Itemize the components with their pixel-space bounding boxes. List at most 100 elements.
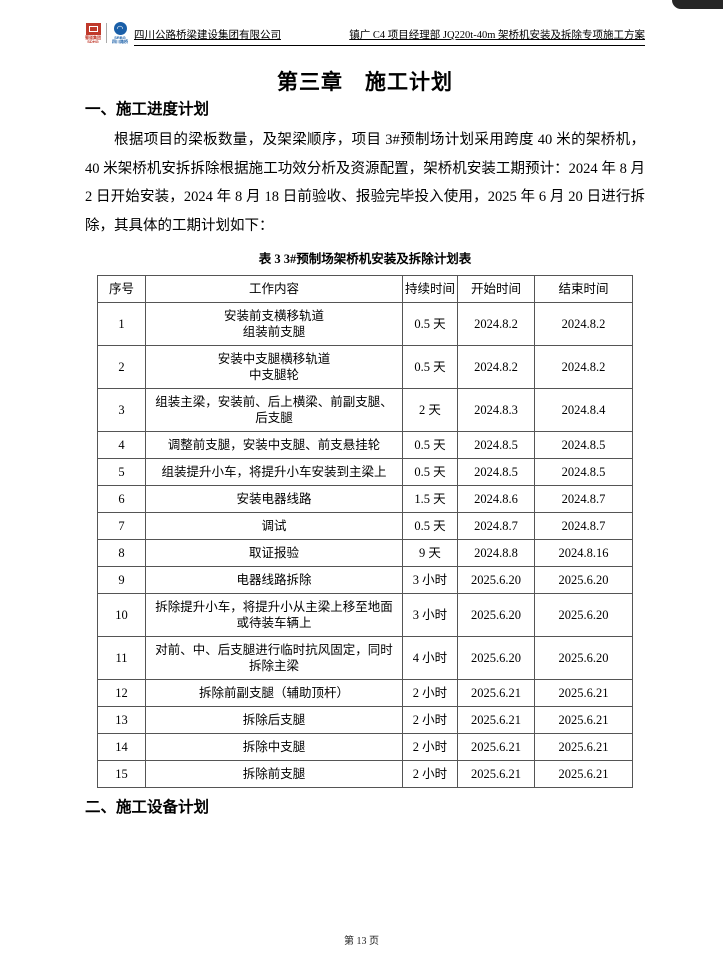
table-row: 8 取证报验 9 天 2024.8.8 2024.8.16 [97,539,633,567]
header-logos: 蜀道集团 SDHG ◠ SRBG 四川路桥 [85,22,128,46]
table-cell: 4 [97,431,146,459]
company-name: 四川公路桥梁建设集团有限公司 [134,30,281,41]
table-cell: 0.5 天 [402,302,458,346]
page-footer: 第 13 页 [0,932,723,947]
table-cell: 11 [97,636,146,680]
table-cell: 2 [97,345,146,389]
table-cell: 2 小时 [402,760,458,788]
table-cell: 2025.6.20 [534,593,633,637]
table-cell: 组装主梁，安装前、后上横梁、前副支腿、 后支腿 [145,388,403,432]
table-cell: 8 [97,539,146,567]
table-cell: 2024.8.16 [534,539,633,567]
table-cell: 2 小时 [402,733,458,761]
table-cell: 2025.6.21 [457,760,535,788]
table-cell: 2025.6.20 [457,593,535,637]
table-cell: 2024.8.6 [457,485,535,513]
table-cell: 安装电器线路 [145,485,403,513]
intro-paragraph: 根据项目的梁板数量，及架梁顺序，项目 3#预制场计划采用跨度 40 米的架桥机，… [85,132,645,234]
table-cell: 拆除前副支腿（辅助顶杆） [145,679,403,707]
table-cell: 2 小时 [402,679,458,707]
table-cell: 1 [97,302,146,346]
table-cell: 2025.6.21 [457,679,535,707]
table-cell: 拆除后支腿 [145,706,403,734]
table-cell: 2024.8.8 [457,539,535,567]
table-row: 2 安装中支腿横移轨道 中支腿轮 0.5 天 2024.8.2 2024.8.2 [97,345,633,389]
table-cell: 2025.6.21 [534,760,633,788]
table-cell: 0.5 天 [402,512,458,540]
table-cell: 2025.6.20 [457,636,535,680]
table-cell: 2024.8.7 [534,485,633,513]
table-cell: 2024.8.5 [457,458,535,486]
shudao-group-logo: 蜀道集团 SDHG [85,22,101,44]
table-cell: 15 [97,760,146,788]
table-row: 14 拆除中支腿 2 小时 2025.6.21 2025.6.21 [97,733,633,761]
table-cell: 2024.8.3 [457,388,535,432]
table-cell: 安装中支腿横移轨道 中支腿轮 [145,345,403,389]
table-row: 5 组装提升小车，将提升小车安装到主梁上 0.5 天 2024.8.5 2024.8.5 [97,458,633,486]
table-row: 10 拆除提升小车，将提升小从主梁上移至地面 或待装车辆上 3 小时 2025.6.2… [97,593,633,637]
table-cell: 取证报验 [145,539,403,567]
table-cell: 2025.6.20 [534,566,633,594]
table-cell: 2024.8.2 [457,302,535,346]
table-cell: 组装提升小车，将提升小车安装到主梁上 [145,458,403,486]
table-row: 13 拆除后支腿 2 小时 2025.6.21 2025.6.21 [97,706,633,734]
table-cell: 13 [97,706,146,734]
shudao-logo-icon [85,22,101,35]
table-header-row: 序号 工作内容 持续时间 开始时间 结束时间 [97,275,633,303]
table-cell: 4 小时 [402,636,458,680]
table-cell: 2024.8.5 [534,431,633,459]
table-cell: 拆除提升小车，将提升小从主梁上移至地面 或待装车辆上 [145,593,403,637]
table-cell: 7 [97,512,146,540]
table-row: 7 调试 0.5 天 2024.8.7 2024.8.7 [97,512,633,540]
table-row: 11 对前、中、后支腿进行临时抗风固定，同时 拆除主梁 4 小时 2025.6.20 2… [97,636,633,680]
table-row: 15 拆除前支腿 2 小时 2025.6.21 2025.6.21 [97,760,633,788]
column-header-start: 开始时间 [457,275,535,303]
chapter-title: 第三章 施工计划 [277,71,453,94]
table-cell: 0.5 天 [402,345,458,389]
table-cell: 2024.8.7 [534,512,633,540]
srbg-logo-icon: ◠ [113,22,127,35]
table-cell: 2025.6.21 [457,733,535,761]
table-cell: 3 [97,388,146,432]
table-cell: 2025.6.21 [534,679,633,707]
table-cell: 2024.8.2 [534,302,633,346]
table-row: 9 电器线路拆除 3 小时 2025.6.20 2025.6.20 [97,566,633,594]
column-header-duration: 持续时间 [402,275,458,303]
floating-overlay-pill[interactable] [672,0,723,9]
page-header: 蜀道集团 SDHG ◠ SRBG 四川路桥 四川公路桥梁建设集团有限公司 镇广 … [85,22,645,46]
section-heading-progress: 一、施工进度计划 [85,101,210,118]
table-cell: 2025.6.21 [534,733,633,761]
section-heading-equipment: 二、施工设备计划 [85,799,210,816]
table-row: 12 拆除前副支腿（辅助顶杆） 2 小时 2025.6.21 2025.6.21 [97,679,633,707]
table-cell: 调试 [145,512,403,540]
table-cell: 对前、中、后支腿进行临时抗风固定，同时 拆除主梁 [145,636,403,680]
table-cell: 2024.8.4 [534,388,633,432]
table-caption: 表 3 3#预制场架桥机安装及拆除计划表 [258,252,472,266]
column-header-no: 序号 [97,275,146,303]
table-cell: 6 [97,485,146,513]
table-cell: 12 [97,679,146,707]
table-row: 4 调整前支腿，安装中支腿、前支悬挂轮 0.5 天 2024.8.5 2024.8.5 [97,431,633,459]
table-cell: 2024.8.2 [534,345,633,389]
header-text-line: 四川公路桥梁建设集团有限公司 镇广 C4 项目经理部 JQ220t-40m 架桥… [134,29,645,46]
table-row: 3 组装主梁，安装前、后上横梁、前副支腿、 后支腿 2 天 2024.8.3 2024.… [97,388,633,432]
table-cell: 0.5 天 [402,431,458,459]
table-cell: 拆除前支腿 [145,760,403,788]
table-cell: 2025.6.20 [457,566,535,594]
logo-divider [106,23,107,43]
table-cell: 2025.6.20 [534,636,633,680]
table-row: 6 安装电器线路 1.5 天 2024.8.6 2024.8.7 [97,485,633,513]
schedule-table: 序号 工作内容 持续时间 开始时间 结束时间 1 安装前支横移轨道 组装前支腿 0.… [97,275,633,788]
table-cell: 5 [97,458,146,486]
schedule-table-body: 1 安装前支横移轨道 组装前支腿 0.5 天 2024.8.2 2024.8.2 2 安装中… [97,302,633,788]
table-cell: 2024.8.5 [534,458,633,486]
table-cell: 电器线路拆除 [145,566,403,594]
shudao-logo-caption: 蜀道集团 SDHG [85,34,101,44]
table-cell: 2024.8.5 [457,431,535,459]
srbg-logo: ◠ SRBG 四川路桥 [112,22,128,44]
table-cell: 2024.8.7 [457,512,535,540]
srbg-logo-caption: SRBG 四川路桥 [112,35,128,44]
table-row: 1 安装前支横移轨道 组装前支腿 0.5 天 2024.8.2 2024.8.2 [97,302,633,346]
table-cell: 安装前支横移轨道 组装前支腿 [145,302,403,346]
